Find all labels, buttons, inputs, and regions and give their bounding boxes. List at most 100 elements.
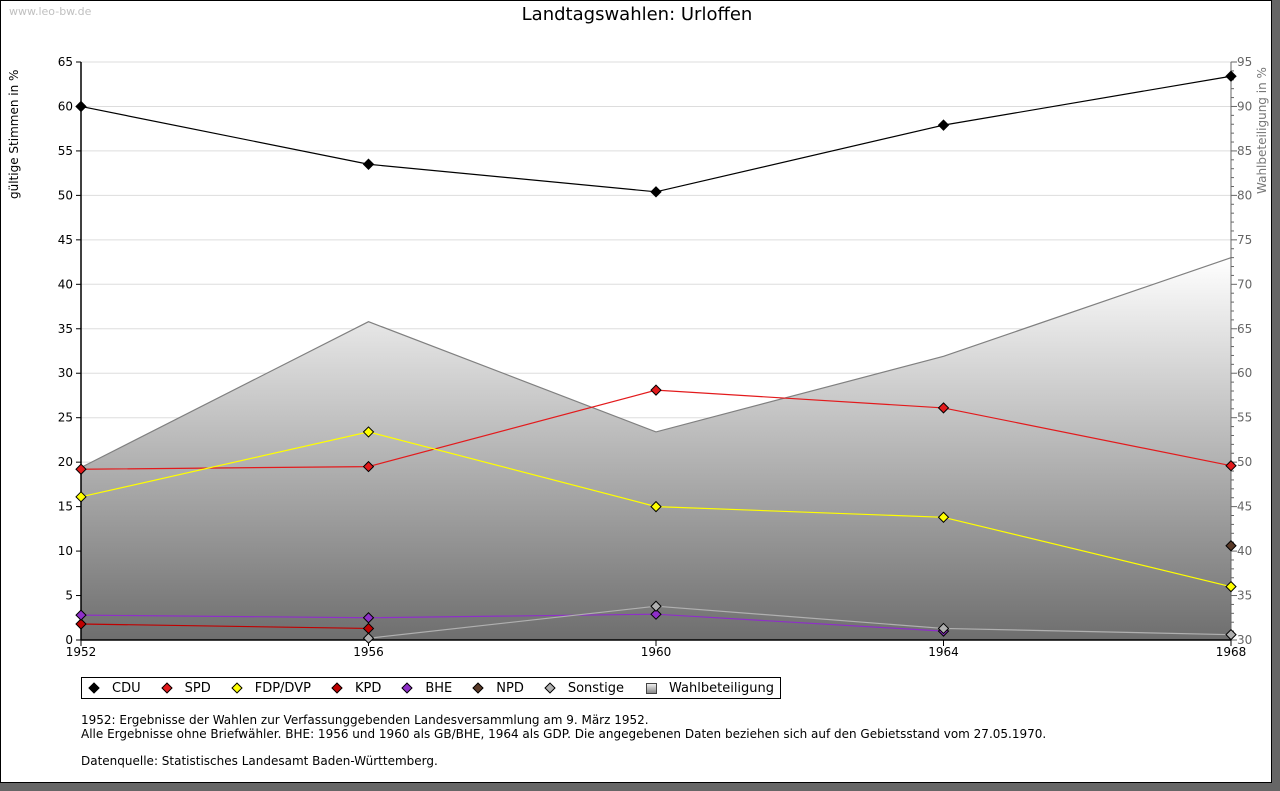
diamond-marker-icon bbox=[401, 682, 413, 694]
point-npd bbox=[1225, 540, 1237, 552]
legend-item-cdu: CDU bbox=[88, 680, 141, 696]
y-tick-label-left: 0 bbox=[65, 633, 73, 647]
note-general: Alle Ergebnisse ohne Briefwähler. BHE: 1… bbox=[81, 727, 1047, 741]
turnout-area bbox=[80, 257, 1232, 640]
point-cdu bbox=[650, 186, 662, 198]
y-tick-label-left: 55 bbox=[58, 144, 73, 158]
y-tick-label-left: 60 bbox=[58, 99, 73, 113]
point-bhe bbox=[75, 609, 87, 621]
chart-svg: 0 5 10 15 20 25 30 35 40 45 50 55 60 65 30 35 40 45 50 55 60… bbox=[7, 55, 1269, 659]
legend-label: Wahlbeteiligung bbox=[669, 680, 775, 696]
y-tick-label-right: 45 bbox=[1237, 500, 1252, 514]
y-tick-label-right: 70 bbox=[1237, 277, 1252, 291]
legend-item-sonstige: Sonstige bbox=[544, 680, 625, 696]
x-tick-label: 1956 bbox=[353, 645, 384, 659]
y-tick-label-left: 10 bbox=[58, 544, 73, 558]
point-spd bbox=[75, 463, 87, 475]
point-spd bbox=[1225, 460, 1237, 472]
legend-label: KPD bbox=[354, 680, 382, 696]
y-tick-label-left: 50 bbox=[58, 188, 73, 202]
point-cdu bbox=[937, 119, 950, 131]
diamond-marker-icon bbox=[331, 682, 343, 694]
point-fdp-dvp bbox=[937, 511, 950, 523]
point-cdu bbox=[1225, 70, 1237, 82]
data-source: Datenquelle: Statistisches Landesamt Bad… bbox=[81, 754, 438, 768]
line-sonstige bbox=[368, 605, 1232, 639]
y-tick-label-right: 75 bbox=[1237, 233, 1252, 247]
line-bhe bbox=[80, 613, 944, 632]
legend-label: BHE bbox=[425, 680, 453, 696]
y-tick-label-right: 60 bbox=[1237, 366, 1252, 380]
y-tick-label-left: 20 bbox=[58, 455, 73, 469]
series-points bbox=[75, 70, 1237, 644]
legend-item-wahlbeteiligung: Wahlbeteiligung bbox=[646, 681, 774, 696]
legend-label: SPD bbox=[184, 680, 211, 696]
y-tick-label-left: 30 bbox=[58, 366, 73, 380]
legend-label: FDP/DVP bbox=[254, 680, 311, 696]
point-bhe bbox=[650, 608, 662, 620]
legend-item-kpd: KPD bbox=[331, 680, 382, 696]
chart-title: Landtagswahlen: Urloffen bbox=[521, 4, 753, 25]
tick-labels: 0 5 10 15 20 25 30 35 40 45 50 55 60 65 30 35 40 45 50 55 60… bbox=[58, 55, 1253, 659]
y-tick-label-right: 85 bbox=[1237, 144, 1252, 158]
turnout-area-fill bbox=[81, 257, 1231, 640]
y-tick-label-left: 40 bbox=[58, 277, 73, 291]
point-cdu bbox=[362, 158, 375, 170]
legend-item-bhe: BHE bbox=[401, 680, 453, 696]
y-tick-label-left: 45 bbox=[58, 233, 73, 247]
point-fdp-dvp bbox=[650, 500, 662, 513]
x-tick-label: 1968 bbox=[1216, 645, 1247, 659]
point-fdp-dvp bbox=[362, 426, 375, 438]
point-fdp-dvp bbox=[75, 491, 87, 503]
legend-label: NPD bbox=[496, 680, 524, 696]
point-kpd bbox=[75, 618, 87, 630]
legend-item-spd: SPD bbox=[160, 680, 211, 696]
y-tick-label-right: 65 bbox=[1237, 322, 1252, 336]
y-tick-label-right: 55 bbox=[1237, 411, 1252, 425]
square-marker-icon bbox=[646, 682, 658, 694]
point-sonstige bbox=[650, 600, 662, 612]
y-tick-label-left: 35 bbox=[58, 322, 73, 336]
diamond-marker-icon bbox=[544, 682, 556, 694]
note-1952: 1952: Ergebnisse der Wahlen zur Verfassu… bbox=[81, 713, 649, 727]
y-tick-label-right: 40 bbox=[1237, 544, 1252, 558]
y-axis-title-right: Wahlbeteiligung in % bbox=[1255, 67, 1269, 194]
y-tick-label-left: 15 bbox=[58, 500, 73, 514]
y-tick-label-right: 50 bbox=[1237, 455, 1252, 469]
watermark: www.leo-bw.de bbox=[9, 5, 92, 18]
x-tick-label: 1960 bbox=[641, 645, 672, 659]
diamond-marker-icon bbox=[160, 682, 173, 694]
x-tick-label: 1964 bbox=[928, 645, 959, 659]
footnotes: 1952: Ergebnisse der Wahlen zur Verfassu… bbox=[81, 713, 1046, 768]
point-sonstige bbox=[937, 622, 950, 635]
y-tick-label-right: 90 bbox=[1237, 99, 1252, 113]
legend-label: Sonstige bbox=[567, 680, 625, 696]
point-fdp-dvp bbox=[1225, 580, 1237, 593]
point-cdu bbox=[75, 100, 87, 113]
line-cdu bbox=[80, 75, 1232, 193]
y-tick-label-right: 35 bbox=[1237, 589, 1252, 603]
legend-label: CDU bbox=[112, 680, 141, 696]
y-tick-label-left: 65 bbox=[58, 55, 73, 69]
y-tick-label-left: 5 bbox=[65, 589, 73, 603]
diamond-marker-icon bbox=[231, 682, 243, 694]
legend: CDU SPD FDP/DVP KPD BHE NPD Sonstige Wahlbeteil… bbox=[81, 677, 782, 699]
point-spd bbox=[937, 402, 950, 414]
y-tick-label-left: 25 bbox=[58, 411, 73, 425]
turnout-line bbox=[80, 257, 1232, 469]
y-tick-label-right: 80 bbox=[1237, 188, 1252, 202]
diamond-marker-icon bbox=[88, 682, 100, 694]
point-bhe bbox=[362, 612, 375, 624]
legend-item-npd: NPD bbox=[472, 680, 524, 696]
point-spd bbox=[650, 384, 662, 396]
y-tick-label-right: 30 bbox=[1237, 633, 1252, 647]
point-sonstige bbox=[1225, 628, 1237, 641]
diamond-marker-icon bbox=[472, 682, 484, 694]
y-axis-title-left: gültige Stimmen in % bbox=[7, 70, 21, 199]
y-tick-label-right: 95 bbox=[1237, 55, 1252, 69]
point-spd bbox=[362, 460, 375, 473]
legend-item-fdp-dvp: FDP/DVP bbox=[231, 680, 311, 696]
line-kpd bbox=[80, 623, 369, 630]
point-sonstige bbox=[362, 632, 375, 644]
